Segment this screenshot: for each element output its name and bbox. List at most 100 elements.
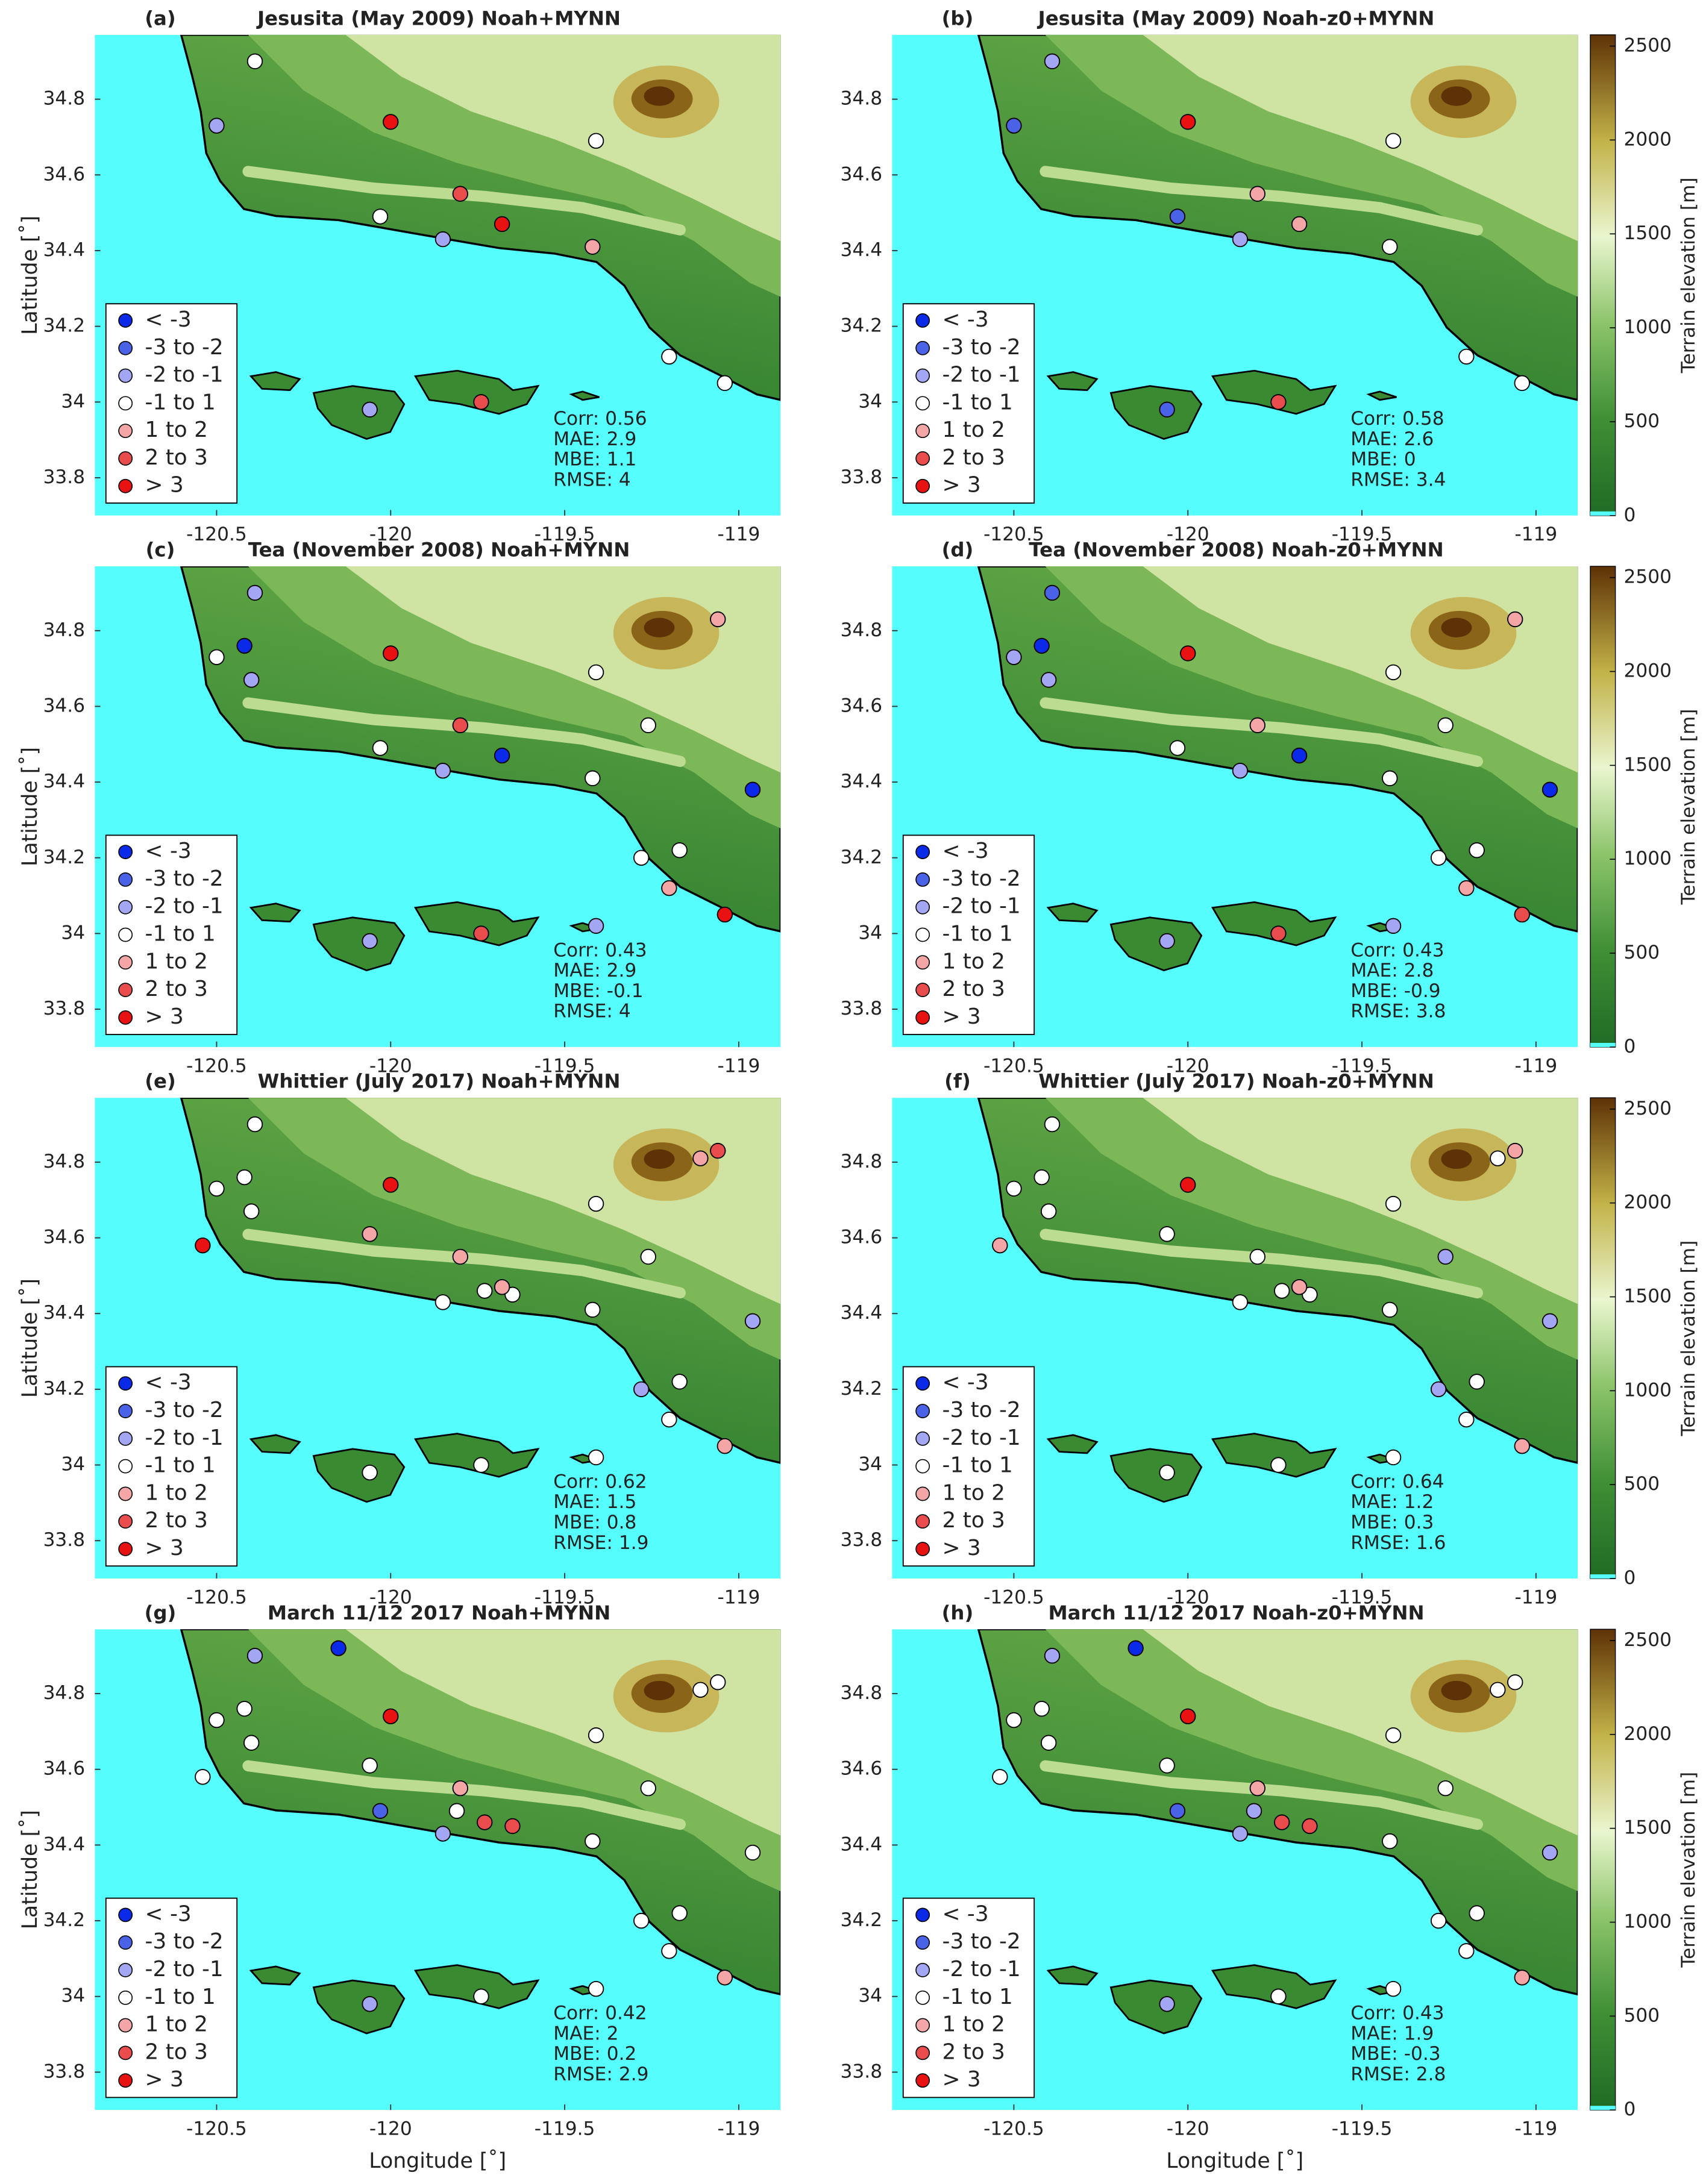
station-point: [1458, 880, 1475, 896]
y-tick-label: 33.8: [43, 998, 86, 1019]
y-axis-label: Latitude [˚]: [17, 216, 42, 335]
colorbar-tick-label: 2000: [1624, 1192, 1672, 1213]
station-point: [588, 664, 604, 681]
colorbar-tick-label: 1000: [1624, 316, 1672, 338]
legend-marker: [915, 368, 930, 383]
station-point: [661, 1943, 677, 1959]
legend-marker: [118, 313, 133, 328]
panel-label: (d): [942, 539, 974, 562]
y-tick-label: 34.4: [841, 239, 883, 261]
legend-marker: [915, 1907, 930, 1923]
legend-marker: [915, 983, 930, 997]
x-tick-label: -119: [717, 1586, 760, 1608]
y-tick-label: 34.6: [43, 163, 86, 185]
legend-marker: [118, 1486, 133, 1501]
station-point: [1382, 239, 1398, 255]
station-point: [372, 740, 389, 756]
stat-annotation: MAE: 1.9: [1350, 2023, 1434, 2044]
x-tick-label: -120.5: [983, 1586, 1044, 1608]
legend-label: -3 to -2: [145, 1929, 224, 1954]
station-point: [372, 208, 389, 225]
y-tick-label: 34.2: [841, 1909, 883, 1931]
station-point: [1514, 1438, 1530, 1454]
stat-annotation: RMSE: 1.9: [553, 1532, 648, 1554]
station-point: [434, 1826, 451, 1842]
panel-title: Tea (November 2008) Noah+MYNN: [248, 539, 630, 562]
station-point: [1044, 1648, 1061, 1664]
station-point: [1159, 1757, 1175, 1774]
y-tick-label: 34.2: [841, 315, 883, 337]
legend-label: -1 to 1: [145, 390, 216, 415]
station-point: [1044, 584, 1061, 601]
legend-label: > 3: [145, 1004, 184, 1029]
station-point: [1274, 1814, 1290, 1830]
station-point: [710, 1142, 726, 1159]
station-point: [1006, 117, 1022, 134]
station-point: [588, 1195, 604, 1212]
station-point: [1033, 1700, 1050, 1717]
station-point: [1159, 1996, 1175, 2012]
x-tick-label: -120.5: [983, 2118, 1044, 2140]
legend-marker: [915, 1404, 930, 1418]
station-point: [383, 645, 399, 662]
station-point: [1232, 231, 1249, 248]
y-tick-label: 34.4: [841, 1302, 883, 1324]
stat-annotation: MBE: 0: [1350, 449, 1416, 471]
legend-label: > 3: [942, 1004, 981, 1029]
legend-label: 2 to 3: [145, 2039, 208, 2064]
station-point: [1291, 747, 1308, 764]
station-point: [1044, 1116, 1061, 1133]
y-axis-label: Latitude [˚]: [17, 747, 42, 866]
station-point: [1458, 1411, 1475, 1428]
legend-label: < -3: [145, 307, 192, 332]
legend-marker: [915, 2045, 930, 2060]
station-point: [1249, 717, 1265, 734]
colorbar-tick-label: 2500: [1624, 566, 1672, 588]
station-point: [362, 1464, 378, 1481]
legend-label: < -3: [145, 839, 192, 863]
x-tick-label: -120: [369, 2118, 412, 2140]
legend-label: 2 to 3: [145, 977, 208, 1001]
colorbar-tick-label: 2500: [1624, 1629, 1672, 1651]
station-point: [246, 1116, 263, 1133]
station-point: [1006, 649, 1022, 665]
station-point: [1385, 1727, 1402, 1744]
legend-label: -2 to -1: [942, 1425, 1021, 1450]
x-tick-label: -120: [1167, 2118, 1209, 2140]
station-point: [362, 1996, 378, 2012]
panel-title: Jesusita (May 2009) Noah+MYNN: [256, 7, 621, 30]
colorbar: [1590, 1629, 1616, 2110]
station-point: [1430, 1912, 1447, 1929]
station-point: [992, 1769, 1008, 1785]
x-tick-label: -120: [369, 1586, 412, 1608]
station-point: [1180, 1177, 1196, 1193]
station-point: [1490, 1682, 1506, 1698]
legend-marker: [915, 340, 930, 355]
station-point: [1541, 1313, 1558, 1329]
legend-marker: [118, 1514, 133, 1529]
station-point: [1006, 1712, 1022, 1729]
stat-annotation: MBE: -0.9: [1350, 980, 1440, 1002]
y-tick-label: 33.8: [841, 998, 883, 1019]
colorbar-label: Terrain elevation [m]: [1678, 1241, 1699, 1437]
station-point: [671, 1374, 688, 1390]
stat-annotation: MBE: -0.1: [553, 980, 643, 1002]
legend-label: > 3: [145, 473, 184, 498]
colorbar: [1590, 566, 1616, 1048]
legend-label: 2 to 3: [145, 1508, 208, 1533]
colorbar-label: Terrain elevation [m]: [1678, 1772, 1699, 1968]
station-point: [588, 1449, 604, 1466]
y-tick-label: 34.8: [43, 88, 86, 110]
station-point: [585, 770, 601, 786]
station-point: [195, 1769, 211, 1785]
panel-label: (f): [944, 1070, 971, 1093]
colorbar-tick-label: 0: [1624, 504, 1636, 526]
stat-annotation: Corr: 0.43: [1350, 2003, 1444, 2024]
station-point: [1385, 918, 1402, 934]
station-point: [717, 906, 733, 923]
panel-label: (b): [942, 7, 974, 30]
legend-marker: [118, 872, 133, 887]
colorbar-tick-label: 500: [1624, 410, 1660, 432]
station-point: [452, 1248, 468, 1265]
station-point: [1249, 1780, 1265, 1797]
